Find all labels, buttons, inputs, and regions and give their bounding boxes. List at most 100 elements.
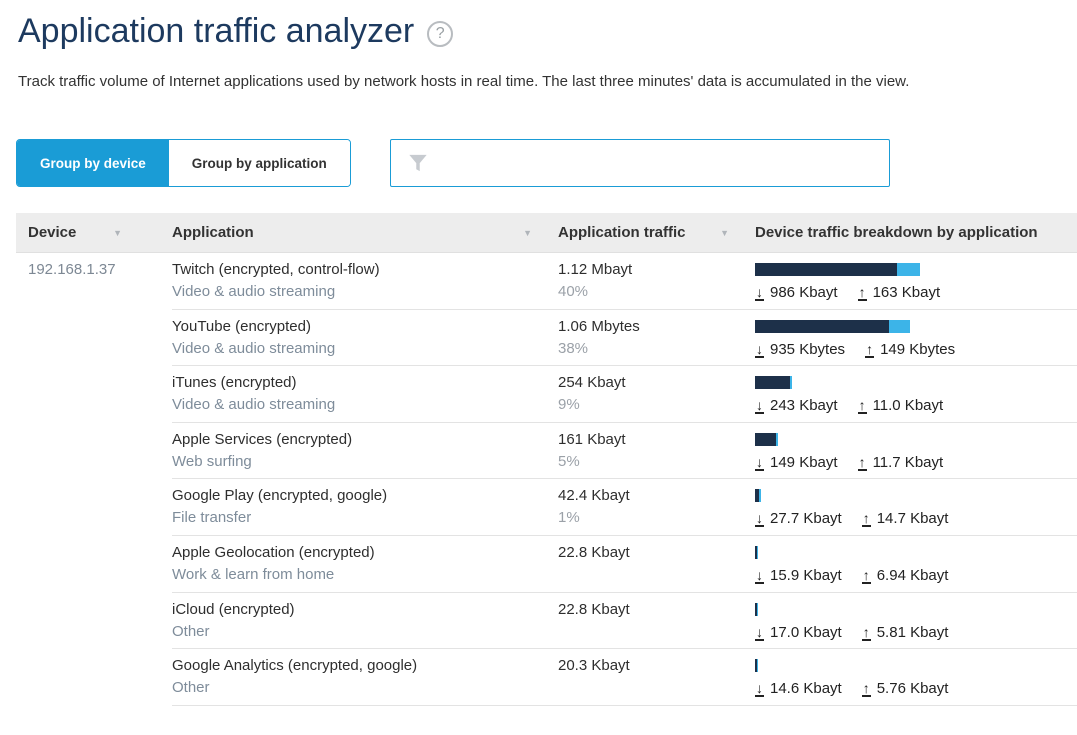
upload-icon: ↑ (857, 284, 867, 301)
download-value: ↓ 243 Kbayt (755, 397, 838, 415)
traffic-cell: 22.8 Kbayt (558, 542, 755, 592)
traffic-cell: 22.8 Kbayt (558, 599, 755, 649)
traffic-cell: 42.4 Kbayt 1% (558, 485, 755, 535)
traffic-bar (755, 319, 1077, 333)
upload-icon: ↑ (861, 623, 871, 641)
application-category: Video & audio streaming (172, 396, 336, 414)
breakdown-cell: ↓ 243 Kbayt ↑ 11.0 Kbayt (755, 372, 1077, 422)
traffic-cell: 20.3 Kbayt (558, 655, 755, 705)
breakdown-labels: ↓ 935 Kbytes ↑ 149 Kbytes (755, 341, 1077, 358)
download-icon: ↓ (755, 510, 764, 528)
traffic-bar (755, 263, 1077, 276)
upload-value: ↑ 11.7 Kbayt (857, 453, 944, 471)
table-row[interactable]: Apple Services (encrypted) Web surfing 161… (172, 423, 1077, 480)
table-row[interactable]: Twitch (encrypted, control-flow) Video & … (172, 253, 1077, 310)
filter-field[interactable] (389, 139, 890, 187)
upload-icon: ↑ (861, 566, 871, 584)
traffic-percent: 40% (558, 283, 589, 300)
breakdown-labels: ↓ 15.9 Kbayt ↑ 6.94 Kbayt (755, 567, 1077, 584)
table-row[interactable]: iCloud (encrypted) Other 22.8 Kbayt ↓ 17.0 K… (172, 593, 1077, 650)
traffic-bar (755, 659, 1077, 673)
download-bar-segment (755, 376, 790, 390)
filter-input[interactable] (430, 140, 879, 186)
help-icon[interactable]: ? (427, 20, 454, 47)
breakdown-cell: ↓ 14.6 Kbayt ↑ 5.76 Kbayt (755, 655, 1077, 705)
upload-bar-segment (757, 545, 758, 559)
upload-value: ↑ 6.94 Kbayt (861, 566, 949, 584)
download-icon: ↓ (755, 680, 764, 698)
traffic-percent: 5% (558, 452, 580, 470)
tab-group-by-device[interactable]: Group by device (17, 140, 169, 186)
download-bar-segment (755, 602, 757, 616)
upload-bar-segment (897, 263, 920, 276)
tab-group-by-application[interactable]: Group by application (168, 140, 350, 186)
traffic-value: 1.12 Mbayt (558, 261, 633, 278)
application-name: Apple Geolocation (encrypted) (172, 543, 375, 561)
application-cell: Google Analytics (encrypted, google) Othe… (172, 655, 558, 705)
download-value: ↓ 15.9 Kbayt (755, 566, 842, 584)
application-category: Web surfing (172, 452, 252, 470)
column-label: Application (172, 224, 254, 241)
column-header-device[interactable]: Device ▼ (16, 224, 172, 241)
breakdown-cell: ↓ 986 Kbayt ↑ 163 Kbayt (755, 259, 1077, 309)
upload-value: ↑ 11.0 Kbayt (857, 397, 944, 415)
table-row[interactable]: Google Analytics (encrypted, google) Othe… (172, 649, 1077, 706)
download-value: ↓ 986 Kbayt (755, 284, 838, 301)
page-header: Application traffic analyzer ? (18, 12, 1077, 51)
breakdown-cell: ↓ 935 Kbytes ↑ 149 Kbytes (755, 316, 1077, 366)
column-header-application-traffic[interactable]: Application traffic ▼ (558, 224, 755, 241)
download-icon: ↓ (755, 397, 764, 415)
traffic-cell: 161 Kbayt 5% (558, 429, 755, 479)
table-row[interactable]: iTunes (encrypted) Video & audio streamin… (172, 366, 1077, 423)
sort-icon: ▼ (523, 227, 532, 238)
download-value: ↓ 17.0 Kbayt (755, 623, 842, 641)
tab-label: Group by application (191, 155, 327, 171)
traffic-percent: 9% (558, 396, 580, 414)
controls-bar: Group by device Group by application (16, 139, 1077, 187)
breakdown-labels: ↓ 243 Kbayt ↑ 11.0 Kbayt (755, 397, 1077, 415)
column-label: Device traffic breakdown by application (755, 224, 1038, 241)
traffic-value: 42.4 Kbayt (558, 487, 630, 505)
application-cell: iCloud (encrypted) Other (172, 599, 558, 649)
application-cell: Apple Services (encrypted) Web surfing (172, 429, 558, 479)
application-name: Apple Services (encrypted) (172, 430, 353, 448)
upload-icon: ↑ (865, 340, 875, 358)
download-bar-segment (755, 545, 757, 559)
application-name: iCloud (encrypted) (172, 600, 295, 618)
upload-bar-segment (759, 489, 761, 503)
upload-value: ↑ 5.76 Kbayt (861, 680, 949, 698)
application-cell: YouTube (encrypted) Video & audio streami… (172, 316, 558, 366)
download-icon: ↓ (755, 340, 764, 358)
download-bar-segment (755, 489, 759, 503)
table-row[interactable]: Google Play (encrypted, google) File tran… (172, 479, 1077, 536)
download-icon: ↓ (755, 566, 764, 584)
column-header-application[interactable]: Application ▼ (172, 224, 558, 241)
upload-bar-segment (757, 659, 758, 673)
download-icon: ↓ (755, 623, 764, 641)
download-icon: ↓ (755, 284, 764, 301)
traffic-bar (755, 602, 1077, 616)
traffic-percent: 1% (558, 509, 580, 527)
upload-icon: ↑ (861, 680, 871, 698)
upload-value: ↑ 5.81 Kbayt (861, 623, 949, 641)
traffic-cell: 254 Kbayt 9% (558, 372, 755, 422)
download-value: ↓ 14.6 Kbayt (755, 680, 842, 698)
breakdown-labels: ↓ 14.6 Kbayt ↑ 5.76 Kbayt (755, 680, 1077, 698)
traffic-value: 161 Kbayt (558, 430, 626, 448)
download-bar-segment (755, 659, 757, 673)
application-name: Google Play (encrypted, google) (172, 487, 388, 505)
sort-icon: ▼ (720, 227, 729, 238)
table-row[interactable]: Apple Geolocation (encrypted) Work & lear… (172, 536, 1077, 593)
breakdown-labels: ↓ 149 Kbayt ↑ 11.7 Kbayt (755, 454, 1077, 471)
application-name: YouTube (encrypted) (172, 317, 311, 335)
column-header-breakdown: Device traffic breakdown by application (755, 224, 1077, 241)
breakdown-labels: ↓ 17.0 Kbayt ↑ 5.81 Kbayt (755, 624, 1077, 641)
traffic-bar (755, 489, 1077, 503)
column-label: Application traffic (558, 224, 686, 241)
help-icon-glyph: ? (435, 24, 445, 42)
table-row[interactable]: YouTube (encrypted) Video & audio streami… (172, 310, 1077, 367)
breakdown-cell: ↓ 149 Kbayt ↑ 11.7 Kbayt (755, 429, 1077, 479)
upload-bar-segment (889, 319, 910, 333)
download-value: ↓ 935 Kbytes (755, 340, 846, 358)
traffic-percent: 38% (558, 339, 589, 357)
